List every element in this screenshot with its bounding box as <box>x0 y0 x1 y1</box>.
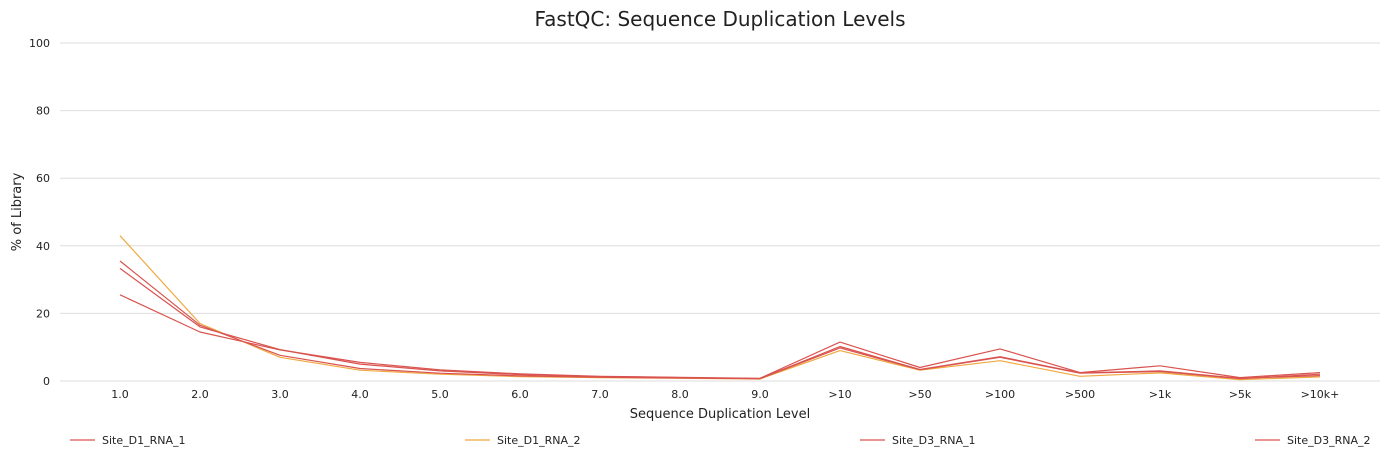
x-tick-label: 7.0 <box>591 388 609 401</box>
x-tick-label: 9.0 <box>751 388 769 401</box>
y-tick-label: 40 <box>36 240 50 253</box>
x-axis-ticks: 1.0 2.0 3.0 4.0 5.0 6.0 7.0 8.0 9.0 >10 >50 >100 >50… <box>111 388 1339 401</box>
y-tick-label: 0 <box>43 375 50 388</box>
y-tick-label: 80 <box>36 105 50 118</box>
y-tick-label: 60 <box>36 172 50 185</box>
series-line-site-d3-rna-2 <box>119 267 1321 380</box>
x-tick-label: >10 <box>828 388 851 401</box>
x-tick-label: 6.0 <box>511 388 529 401</box>
legend-item[interactable]: Site_D3_RNA_2 <box>1255 434 1370 447</box>
legend-item[interactable]: Site_D1_RNA_2 <box>465 434 580 447</box>
legend-label: Site_D1_RNA_2 <box>497 434 580 447</box>
y-axis-ticks: 0 20 40 60 80 100 <box>29 37 50 388</box>
x-tick-label: 2.0 <box>191 388 209 401</box>
x-tick-label: 4.0 <box>351 388 369 401</box>
x-tick-label: 1.0 <box>111 388 129 401</box>
x-tick-label: >100 <box>985 388 1015 401</box>
x-tick-label: >50 <box>908 388 931 401</box>
legend-item[interactable]: Site_D3_RNA_1 <box>860 434 975 447</box>
x-tick-label: >1k <box>1149 388 1172 401</box>
gridlines <box>60 42 1380 382</box>
x-tick-label: 3.0 <box>271 388 289 401</box>
legend: Site_D1_RNA_1 Site_D1_RNA_2 Site_D3_RNA_1 S… <box>70 434 1370 447</box>
y-tick-label: 100 <box>29 37 50 50</box>
x-tick-label: 8.0 <box>671 388 689 401</box>
x-axis-label: Sequence Duplication Level <box>630 407 810 422</box>
legend-label: Site_D3_RNA_1 <box>892 434 975 447</box>
legend-label: Site_D3_RNA_2 <box>1287 434 1370 447</box>
x-tick-label: >500 <box>1065 388 1095 401</box>
x-tick-label: >5k <box>1229 388 1252 401</box>
legend-item[interactable]: Site_D1_RNA_1 <box>70 434 185 447</box>
y-axis-label: % of Library <box>10 172 25 251</box>
series-line-site-d1-rna-1 <box>119 294 1321 379</box>
chart-title: FastQC: Sequence Duplication Levels <box>534 7 905 31</box>
series-lines <box>119 235 1321 381</box>
legend-label: Site_D1_RNA_1 <box>102 434 185 447</box>
y-tick-label: 20 <box>36 307 50 320</box>
x-tick-label: >10k+ <box>1301 388 1340 401</box>
x-tick-label: 5.0 <box>431 388 449 401</box>
